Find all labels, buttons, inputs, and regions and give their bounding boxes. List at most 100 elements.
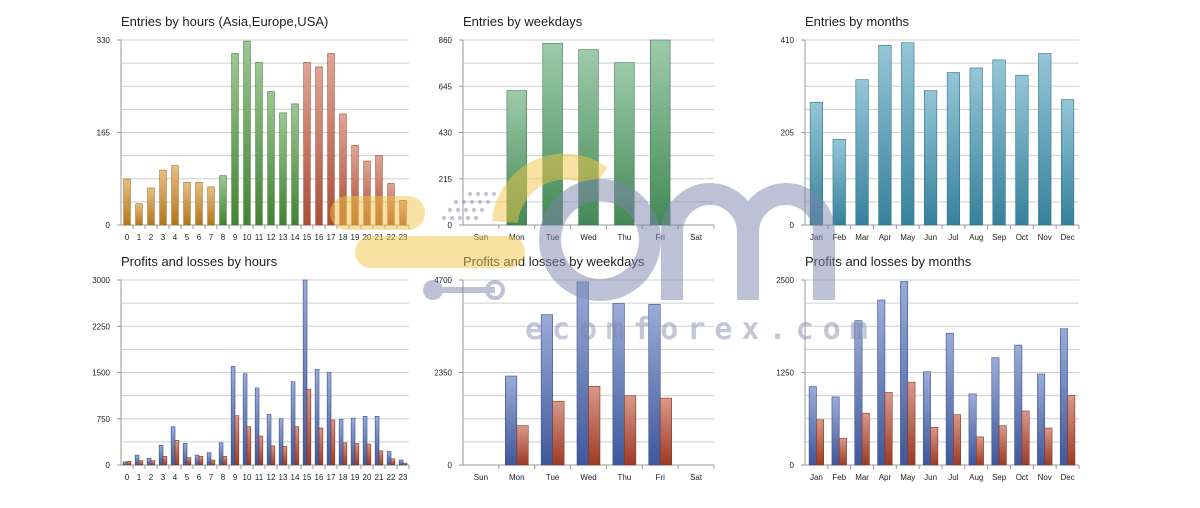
y-tick-label: 0 — [448, 221, 453, 230]
bar-loss — [162, 456, 168, 466]
chart-profits-losses-by-weekdays: Profits and losses by weekdays 4700 2350 0… — [432, 254, 732, 489]
x-tick-label: 5 — [185, 233, 190, 242]
x-tick-label: 6 — [197, 473, 202, 482]
x-tick-label: 11 — [255, 473, 264, 482]
x-tick-label: 12 — [267, 233, 276, 242]
y-tick-label: 215 — [439, 175, 453, 184]
chart-plot: 2500 1250 0 Jan Feb Mar Apr May Jun Jul Aug Sep Oct N… — [776, 276, 1080, 482]
bar-loss — [306, 388, 312, 466]
bar — [901, 42, 915, 226]
chart-plot: 410 205 0 Jan Feb Mar Apr May Jun Jul Aug Sep Oct Nov… — [781, 36, 1080, 242]
bar-profit — [254, 387, 260, 466]
bar — [832, 138, 846, 226]
bar-loss — [318, 427, 324, 466]
x-tick-label: 5 — [185, 473, 190, 482]
bar — [578, 49, 599, 226]
y-tick-label: 1250 — [776, 369, 794, 378]
bar-profit — [314, 369, 320, 466]
y-tick-label: 0 — [448, 461, 453, 470]
bar — [946, 72, 960, 226]
bar-loss — [1067, 395, 1076, 466]
bar-profit — [922, 371, 931, 466]
x-tick-label: 20 — [363, 233, 372, 242]
bar-profit — [576, 281, 589, 466]
bar-profit — [266, 414, 272, 466]
x-tick-label: Apr — [879, 473, 892, 482]
bar-profit — [968, 393, 977, 466]
bar-profit — [182, 443, 188, 466]
x-tick-label: Aug — [969, 233, 983, 242]
x-tick-label: Sat — [690, 233, 703, 242]
x-tick-label: 4 — [173, 473, 178, 482]
bar-profit — [350, 417, 356, 466]
x-tick-label: 13 — [279, 233, 288, 242]
bar-profit — [945, 332, 954, 466]
bar-loss — [1021, 410, 1030, 466]
bar — [243, 40, 251, 226]
bar-loss — [1044, 427, 1053, 466]
x-tick-label: 2 — [149, 233, 154, 242]
bar — [231, 53, 239, 226]
bar — [303, 62, 311, 226]
x-tick-label: 11 — [255, 233, 264, 242]
y-tick-label: 0 — [790, 461, 795, 470]
x-tick-label: 23 — [399, 233, 408, 242]
x-tick-label: May — [900, 473, 915, 482]
chart-entries-by-hours: Entries by hours (Asia,Europe,USA) 330 16… — [95, 14, 425, 249]
bar-loss — [246, 426, 252, 466]
x-tick-label: 3 — [161, 233, 166, 242]
x-tick-label: Oct — [1016, 233, 1029, 242]
bar-loss — [210, 459, 216, 466]
x-tick-label: 6 — [197, 233, 202, 242]
bar-loss — [366, 443, 372, 466]
bar-loss — [907, 381, 916, 466]
x-tick-label: Jul — [948, 473, 958, 482]
x-tick-label: 0 — [125, 233, 130, 242]
bar-profit — [230, 366, 236, 466]
bar-loss — [342, 442, 348, 466]
x-tick-label: 7 — [209, 233, 214, 242]
bar-loss — [198, 456, 204, 466]
x-tick-label: 21 — [375, 233, 384, 242]
bar — [506, 90, 527, 226]
bar-profit — [398, 459, 404, 466]
bar-profit — [194, 454, 200, 466]
x-tick-label: Wed — [580, 473, 596, 482]
bar-profit — [170, 426, 176, 466]
bar — [542, 42, 563, 226]
x-tick-label: 18 — [339, 233, 348, 242]
bar-loss — [150, 460, 156, 466]
x-tick-label: 1 — [137, 473, 142, 482]
x-tick-label: 21 — [375, 473, 384, 482]
bar-loss — [402, 462, 408, 466]
x-tick-label: 23 — [399, 473, 408, 482]
bar-loss — [998, 425, 1007, 466]
x-tick-label: 13 — [279, 473, 288, 482]
bar — [1061, 99, 1075, 226]
y-tick-label: 0 — [106, 461, 111, 470]
x-tick-label: 15 — [303, 473, 312, 482]
bar-loss — [390, 458, 396, 466]
bar — [351, 145, 359, 226]
chart-plot: 4700 2350 0 Sun Mon Tue Wed Thu Fri Sat — [434, 276, 715, 482]
x-tick-label: 22 — [387, 473, 396, 482]
x-tick-label: Sun — [474, 473, 488, 482]
x-tick-label: Nov — [1038, 473, 1052, 482]
bar — [363, 160, 371, 226]
bar-profit — [612, 303, 625, 466]
x-tick-label: Mon — [509, 233, 525, 242]
bar-profit — [900, 281, 909, 466]
bar — [255, 62, 263, 226]
x-tick-label: Apr — [879, 233, 892, 242]
bar-loss — [861, 412, 870, 466]
bar-profit — [146, 457, 152, 466]
bar-loss — [234, 415, 240, 466]
bar — [809, 101, 823, 226]
x-tick-label: Wed — [580, 233, 596, 242]
bar — [135, 203, 143, 226]
y-tick-label: 2350 — [434, 369, 452, 378]
x-tick-label: 19 — [351, 233, 360, 242]
x-tick-label: Sep — [992, 473, 1007, 482]
x-tick-label: Sep — [992, 233, 1007, 242]
bar-loss — [953, 414, 962, 466]
